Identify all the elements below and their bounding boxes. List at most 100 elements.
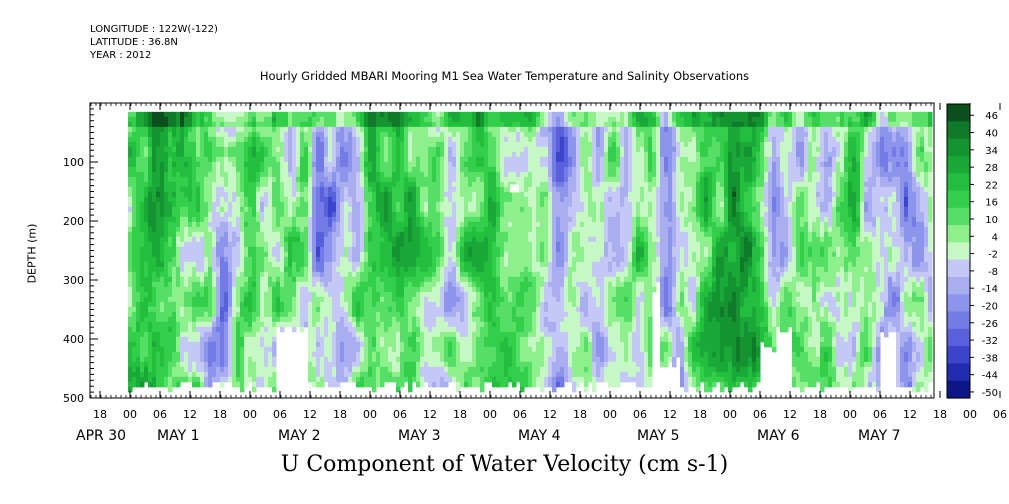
heatmap-cell <box>152 336 157 343</box>
heatmap-cell <box>424 126 429 133</box>
heatmap-cell <box>136 176 141 183</box>
heatmap-cell <box>384 236 389 243</box>
heatmap-cell <box>440 131 445 138</box>
heatmap-cell <box>384 336 389 343</box>
heatmap-cell <box>360 306 365 313</box>
heatmap-cell <box>208 361 213 368</box>
heatmap-cell <box>216 311 221 318</box>
heatmap-cell <box>196 161 201 168</box>
heatmap-cell <box>152 301 157 308</box>
heatmap-cell <box>488 286 493 293</box>
heatmap-cell <box>404 336 409 343</box>
heatmap-cell <box>184 376 189 383</box>
heatmap-cell <box>156 176 161 183</box>
heatmap-cell <box>436 316 441 323</box>
heatmap-cell <box>460 261 465 268</box>
heatmap-cell <box>152 226 157 233</box>
heatmap-cell <box>292 151 297 158</box>
heatmap-cell <box>440 121 445 128</box>
heatmap-cell <box>364 136 369 143</box>
heatmap-cell <box>252 151 257 158</box>
heatmap-cell <box>168 181 173 188</box>
heatmap-cell <box>200 206 205 213</box>
heatmap-cell <box>148 341 153 348</box>
heatmap-cell <box>468 131 473 138</box>
heatmap-cell <box>240 161 245 168</box>
heatmap-cell <box>224 206 229 213</box>
heatmap-cell <box>312 296 317 303</box>
heatmap-cell <box>404 131 409 138</box>
heatmap-cell <box>496 121 501 128</box>
heatmap-cell <box>308 136 313 143</box>
heatmap-cell <box>256 326 261 333</box>
heatmap-cell <box>352 356 357 363</box>
heatmap-cell <box>488 171 493 178</box>
heatmap-cell <box>464 236 469 243</box>
heatmap-cell <box>416 306 421 313</box>
heatmap-cell <box>212 131 217 138</box>
heatmap-cell <box>356 211 361 218</box>
heatmap-cell <box>336 171 341 178</box>
heatmap-cell <box>468 276 473 283</box>
heatmap-cell <box>276 236 281 243</box>
heatmap-cell <box>364 126 369 133</box>
heatmap-cell <box>472 171 477 178</box>
heatmap-cell <box>212 336 217 343</box>
heatmap-cell <box>336 211 341 218</box>
heatmap-cell <box>452 286 457 293</box>
heatmap-cell <box>372 166 377 173</box>
heatmap-cell <box>136 306 141 313</box>
heatmap-cell <box>460 166 465 173</box>
heatmap-cell <box>492 121 497 128</box>
heatmap-cell <box>136 346 141 353</box>
heatmap-cell <box>232 336 237 343</box>
heatmap-cell <box>432 271 437 278</box>
heatmap-cell <box>412 146 417 153</box>
heatmap-cell <box>268 296 273 303</box>
heatmap-cell <box>244 271 249 278</box>
heatmap-cell <box>356 291 361 298</box>
heatmap-cell <box>452 151 457 158</box>
heatmap-cell <box>440 206 445 213</box>
heatmap-cell <box>128 361 133 368</box>
heatmap-cell <box>272 246 277 253</box>
heatmap-cell <box>312 201 317 208</box>
heatmap-cell <box>296 246 301 253</box>
heatmap-cell <box>440 326 445 333</box>
heatmap-cell <box>308 156 313 163</box>
heatmap-cell <box>176 221 181 228</box>
heatmap-cell <box>180 221 185 228</box>
heatmap-cell <box>212 276 217 283</box>
heatmap-cell <box>444 351 449 358</box>
heatmap-cell <box>228 176 233 183</box>
heatmap-cell <box>132 111 137 118</box>
heatmap-cell <box>380 131 385 138</box>
heatmap-cell <box>188 166 193 173</box>
heatmap-cell <box>184 191 189 198</box>
heatmap-cell <box>248 336 253 343</box>
heatmap-cell <box>436 201 441 208</box>
heatmap-cell <box>216 316 221 323</box>
heatmap-cell <box>444 276 449 283</box>
heatmap-cell <box>492 381 497 388</box>
heatmap-cell <box>204 216 209 223</box>
heatmap-cell <box>400 116 405 123</box>
heatmap-cell <box>416 166 421 173</box>
heatmap-cell <box>264 341 269 348</box>
heatmap-cell <box>184 276 189 283</box>
heatmap-cell <box>236 256 241 263</box>
heatmap-cell <box>152 236 157 243</box>
heatmap-cell <box>376 316 381 323</box>
heatmap-cell <box>292 191 297 198</box>
heatmap-cell <box>444 146 449 153</box>
heatmap-cell <box>364 311 369 318</box>
heatmap-cell <box>360 176 365 183</box>
heatmap-cell <box>176 361 181 368</box>
heatmap-cell <box>340 291 345 298</box>
heatmap-cell <box>300 146 305 153</box>
heatmap-cell <box>340 356 345 363</box>
heatmap-cell <box>264 141 269 148</box>
heatmap-cell <box>144 211 149 218</box>
heatmap-cell <box>440 181 445 188</box>
